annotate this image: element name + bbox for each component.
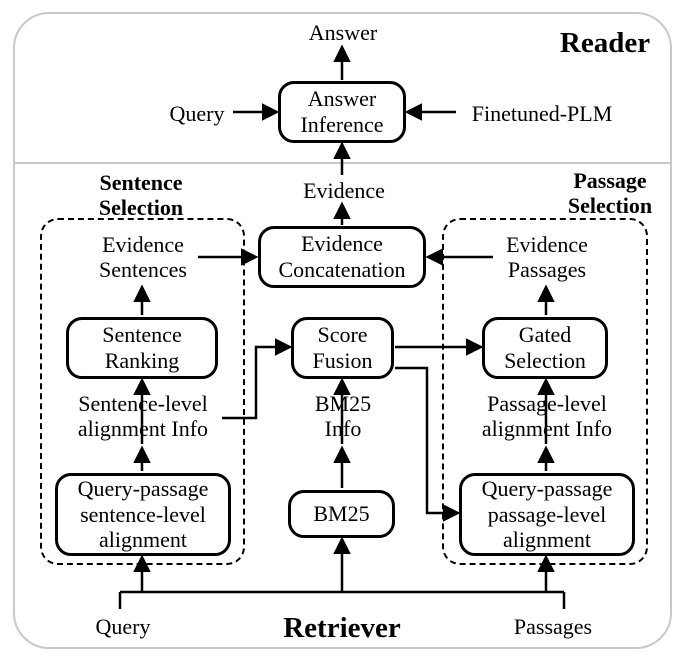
sentence-ranking-box: Sentence Ranking: [66, 317, 218, 379]
passage-level-info-label: Passage-level alignment Info: [472, 391, 622, 442]
answer-label: Answer: [306, 20, 380, 45]
score-fusion-text: Score Fusion: [300, 322, 385, 374]
passages-label: Passages: [508, 614, 598, 639]
sentence-ranking-text: Sentence Ranking: [75, 322, 209, 374]
sentence-selection-title: Sentence Selection: [76, 170, 206, 221]
gated-selection-box: Gated Selection: [482, 317, 608, 379]
bm25-text: BM25: [313, 501, 369, 527]
query-top-label: Query: [165, 101, 229, 126]
qp-passage-alignment-box: Query-passage passage-level alignment: [459, 473, 635, 556]
passage-selection-title: Passage Selection: [545, 168, 675, 219]
evidence-concatenation-text: Evidence Concatenation: [267, 231, 417, 283]
qp-sentence-alignment-box: Query-passage sentence-level alignment: [55, 473, 231, 556]
finetuned-plm-label: Finetuned-PLM: [462, 101, 622, 126]
reader-title: Reader: [545, 27, 665, 60]
evidence-label: Evidence: [299, 178, 389, 203]
panel-divider: [13, 162, 672, 164]
bm25-info-label: BM25 Info: [313, 391, 373, 442]
sentence-level-info-label: Sentence-level alignment Info: [68, 391, 218, 442]
query-bottom-label: Query: [90, 614, 156, 639]
gated-selection-text: Gated Selection: [491, 322, 599, 374]
bm25-box: BM25: [288, 490, 395, 538]
answer-inference-text: Answer Inference: [287, 86, 397, 138]
evidence-sentences-label: Evidence Sentences: [92, 232, 194, 283]
evidence-concatenation-box: Evidence Concatenation: [258, 226, 426, 288]
retriever-title: Retriever: [262, 612, 422, 645]
score-fusion-box: Score Fusion: [291, 317, 394, 379]
qp-sentence-alignment-text: Query-passage sentence-level alignment: [64, 476, 222, 554]
qp-passage-alignment-text: Query-passage passage-level alignment: [468, 476, 626, 554]
answer-inference-box: Answer Inference: [278, 81, 406, 143]
evidence-passages-label: Evidence Passages: [498, 232, 596, 283]
